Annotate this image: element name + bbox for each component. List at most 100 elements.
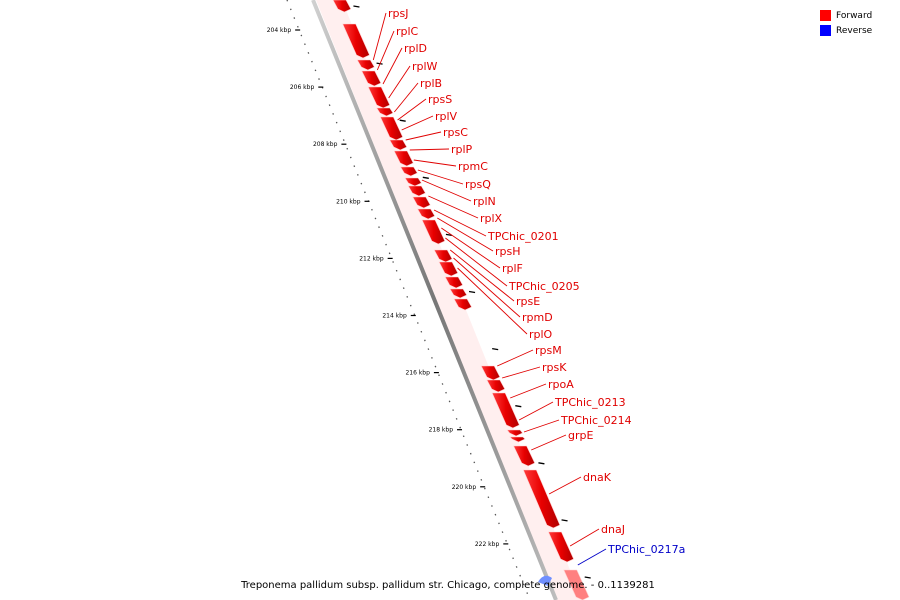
gene-label[interactable]: TPChic_0205 [508, 280, 580, 293]
gene-label[interactable]: TPChic_0217a [607, 543, 685, 556]
gene-label[interactable]: TPChic_0214 [560, 414, 632, 427]
gene-label[interactable]: rpsK [542, 361, 567, 374]
gene-label[interactable]: rpsE [516, 295, 540, 308]
ruler-tick-label: 212 kbp [359, 255, 384, 262]
legend-forward-label: Forward [836, 10, 873, 21]
gene-block [407, 185, 426, 197]
ruler-tick-label: 214 kbp [382, 313, 407, 320]
forward-swatch [820, 10, 831, 21]
gene-block [361, 70, 382, 87]
gene-label[interactable]: dnaJ [601, 523, 625, 536]
sequence-backbone [311, 0, 558, 600]
position-dash [353, 5, 360, 8]
gene-block [444, 276, 464, 289]
gene-leader-line [497, 349, 534, 367]
gene-label[interactable]: rpsC [443, 126, 468, 139]
gene-block [433, 249, 453, 263]
ruler-tick-label: 218 kbp [429, 427, 454, 434]
gene-label[interactable]: rplN [473, 195, 496, 208]
ruler-tick-label: 222 kbp [475, 541, 500, 548]
gene-label[interactable]: rpoA [548, 378, 574, 391]
gene-label[interactable]: rplP [451, 143, 473, 156]
position-dash [561, 519, 568, 522]
gene-block [400, 166, 418, 177]
gene-leader-line [457, 267, 528, 335]
gene-block [379, 116, 404, 141]
gene-block [438, 261, 459, 277]
gene-label[interactable]: TPChic_0201 [487, 230, 559, 243]
gene-label[interactable]: rplO [529, 328, 553, 341]
gene-label[interactable]: rplB [420, 77, 442, 90]
gene-leader-line [445, 237, 508, 287]
ruler-tick-label: 208 kbp [313, 141, 338, 148]
position-dash [468, 290, 476, 294]
ruler-tick-label: 216 kbp [405, 370, 430, 377]
position-dash [492, 347, 499, 351]
gene-block [522, 469, 561, 529]
gene-label[interactable]: grpE [568, 429, 593, 442]
gene-leader-line [382, 47, 403, 85]
gene-block [563, 569, 590, 600]
gene-leader-line [577, 548, 607, 566]
gene-leader-line [428, 195, 479, 219]
gene-block [513, 445, 536, 467]
legend-forward: Forward [820, 8, 892, 23]
gene-block [453, 298, 472, 311]
gene-leader-line [376, 30, 395, 71]
reverse-feature-mark [538, 575, 552, 586]
ruler-tick-label: 206 kbp [290, 84, 315, 91]
gene-leader-line [453, 257, 521, 318]
gene-leader-line [413, 159, 457, 167]
gene-leader-line [417, 169, 464, 185]
position-dash [538, 462, 545, 465]
gene-leader-line [518, 401, 554, 421]
gene-label[interactable]: rplC [396, 25, 419, 38]
gene-label[interactable]: rpsQ [465, 178, 491, 191]
gene-label[interactable]: rpsM [535, 344, 562, 357]
position-dashes [353, 5, 591, 579]
gene-label[interactable]: rpmC [458, 160, 488, 173]
gene-leader-line [401, 115, 434, 131]
position-dash [376, 62, 383, 65]
gene-label[interactable]: rpsJ [388, 7, 408, 20]
gene-leader-line [510, 383, 547, 399]
gene-label[interactable]: rplV [435, 110, 458, 123]
gene-leader-line [531, 434, 567, 451]
gene-labels: rpsJ rplC rplD rplW rplB rpsS rplV rpsC rplP rpmC… [388, 7, 685, 556]
gene-block [509, 436, 526, 443]
gene-blocks [332, 0, 590, 600]
ruler-tick-label: 220 kbp [452, 484, 477, 491]
gene-label[interactable]: rplF [502, 262, 523, 275]
gene-block [449, 288, 468, 299]
gene-label[interactable]: dnaK [583, 471, 612, 484]
gene-block [356, 59, 375, 71]
gene-leader-line [372, 12, 387, 61]
gene-block [486, 379, 506, 393]
gene-block [491, 392, 520, 429]
gene-label[interactable]: rplW [412, 60, 438, 73]
ruler-tick-label: 204 kbp [267, 27, 292, 34]
genome-footer-label: Treponema pallidum subsp. pallidum str. … [240, 580, 655, 591]
gene-leader-line [394, 82, 419, 113]
gene-leader-line [433, 209, 487, 237]
gene-leader-line [405, 131, 442, 141]
gene-block [547, 531, 575, 563]
gene-block [421, 219, 446, 245]
gene-label[interactable]: rpsS [428, 93, 452, 106]
ruler-tick-label: 210 kbp [336, 198, 361, 205]
gene-label[interactable]: TPChic_0213 [554, 396, 626, 409]
position-dash [515, 405, 522, 408]
gene-label[interactable]: rplX [480, 212, 503, 225]
gene-leader-line [569, 528, 600, 547]
gene-label[interactable]: rplD [404, 42, 427, 55]
gene-leader-line [441, 227, 501, 269]
gene-leader-line [397, 98, 427, 121]
gene-block [480, 365, 501, 381]
gene-block [332, 0, 352, 13]
gene-label[interactable]: rpmD [522, 311, 553, 324]
gene-leader-line [501, 366, 541, 379]
gene-label[interactable]: rpsH [495, 245, 521, 258]
legend-reverse: Reverse [820, 23, 892, 38]
legend-reverse-label: Reverse [836, 25, 873, 36]
